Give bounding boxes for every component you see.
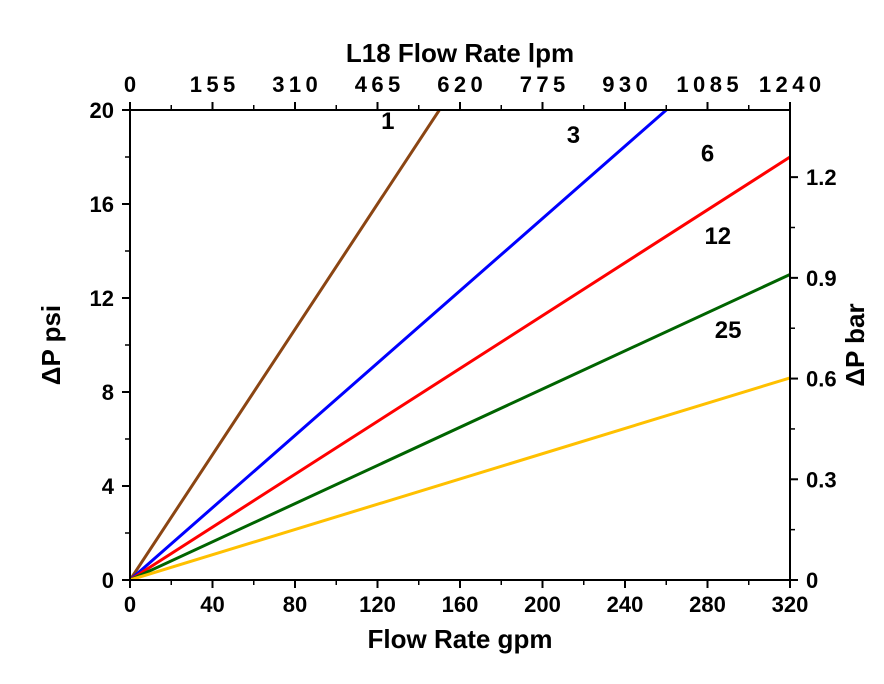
series-label-6: 6	[701, 141, 714, 168]
y-left-tick-label: 20	[90, 98, 114, 123]
y-left-axis-label: ΔP psi	[36, 305, 66, 385]
y-right-axis-label: ΔP bar	[840, 303, 870, 386]
x-top-tick-label: 9 3 0	[602, 72, 648, 97]
chart-container: 04080120160200240280320Flow Rate gpm01 5…	[0, 0, 884, 684]
y-left-tick-label: 16	[90, 192, 114, 217]
y-right-tick-label: 0.9	[806, 266, 837, 291]
x-top-tick-label: 4 6 5	[355, 72, 401, 97]
y-right-tick-label: 1.2	[806, 165, 837, 190]
x-top-tick-label: 3 1 0	[272, 72, 318, 97]
y-left-tick-label: 8	[102, 380, 114, 405]
x-bottom-tick-label: 160	[442, 592, 479, 617]
x-top-tick-label: 1 5 5	[190, 72, 236, 97]
x-bottom-tick-label: 240	[607, 592, 644, 617]
x-bottom-tick-label: 0	[124, 592, 136, 617]
y-left-tick-label: 0	[102, 568, 114, 593]
y-left-tick-label: 4	[102, 474, 115, 499]
x-top-tick-label: 1 0 8 5	[676, 72, 738, 97]
series-label-12: 12	[704, 223, 731, 250]
y-right-tick-label: 0.6	[806, 367, 837, 392]
x-bottom-tick-label: 320	[772, 592, 809, 617]
x-top-tick-label: 1 2 4 0	[759, 72, 821, 97]
x-bottom-tick-label: 200	[524, 592, 561, 617]
x-bottom-tick-label: 40	[200, 592, 224, 617]
chart-svg: 04080120160200240280320Flow Rate gpm01 5…	[0, 0, 884, 684]
x-bottom-tick-label: 120	[359, 592, 396, 617]
x-top-tick-label: 0	[124, 72, 136, 97]
x-bottom-tick-label: 280	[689, 592, 726, 617]
chart-top-title: L18 Flow Rate lpm	[346, 38, 574, 68]
series-label-25: 25	[715, 317, 742, 344]
chart-background	[0, 0, 884, 684]
y-right-tick-label: 0	[806, 568, 818, 593]
x-top-tick-label: 6 2 0	[437, 72, 483, 97]
y-left-tick-label: 12	[90, 286, 114, 311]
x-top-tick-label: 7 7 5	[520, 72, 566, 97]
series-label-3: 3	[567, 122, 580, 149]
x-bottom-axis-label: Flow Rate gpm	[368, 624, 553, 654]
y-right-tick-label: 0.3	[806, 467, 837, 492]
series-label-1: 1	[381, 108, 394, 135]
x-bottom-tick-label: 80	[283, 592, 307, 617]
